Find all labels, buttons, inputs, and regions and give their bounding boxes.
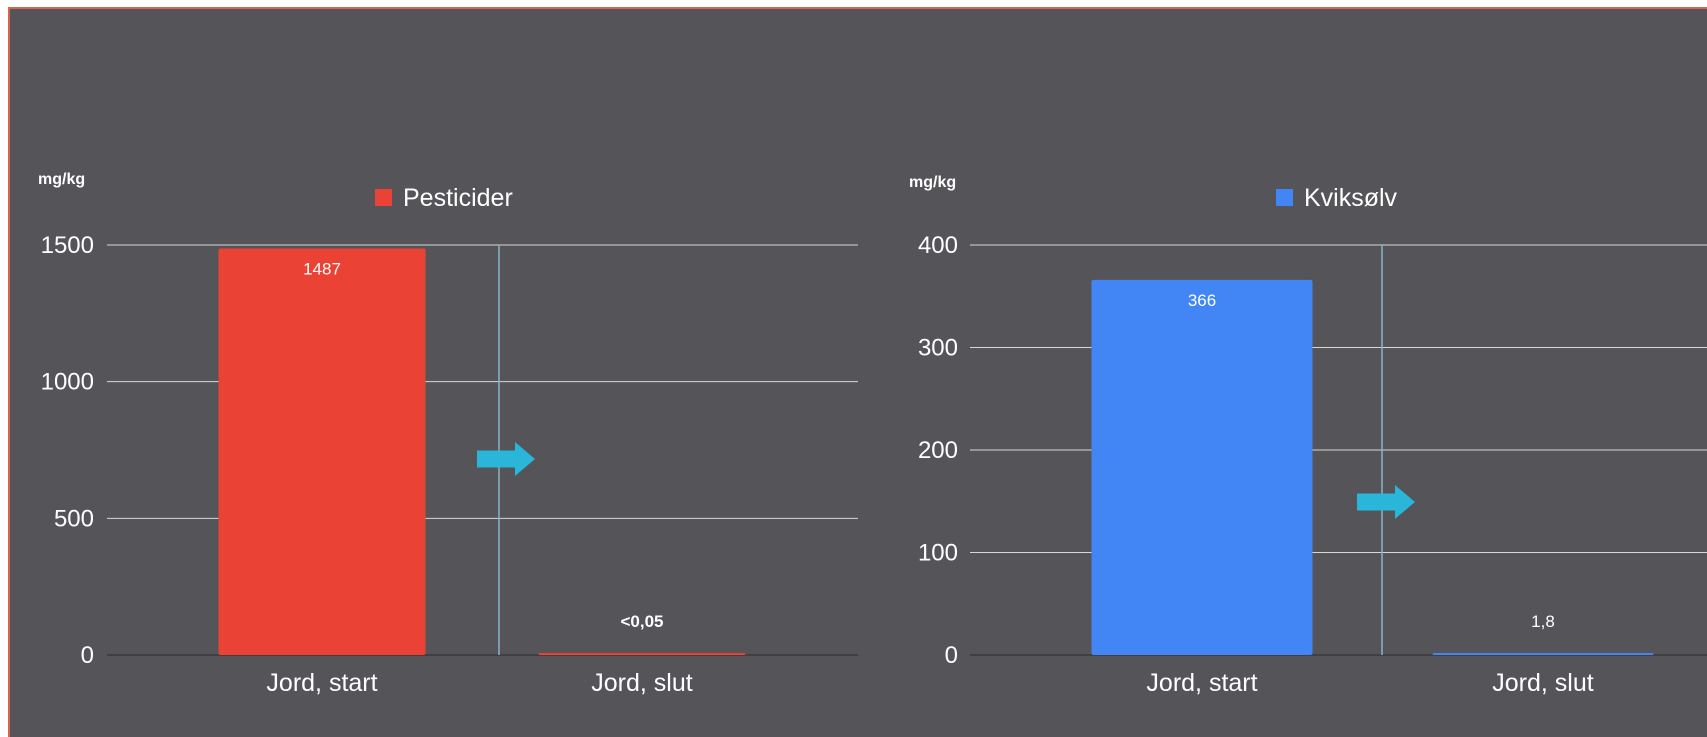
data-label: 366 [1188,291,1216,310]
y-tick-label: 200 [918,437,958,464]
y-tick-label: 0 [81,642,94,669]
legend-label: Pesticider [403,184,513,212]
y-unit-label: mg/kg [909,174,956,191]
x-category-label: Jord, slut [591,669,692,697]
y-tick-label: 1000 [41,369,94,396]
y-tick-label: 100 [918,540,958,567]
y-tick-label: 300 [918,335,958,362]
bar [1091,279,1313,655]
x-category-label: Jord, slut [1492,669,1593,697]
bar [1432,653,1654,655]
legend-swatch [1276,189,1293,206]
legend-swatch [375,189,392,206]
y-tick-label: 400 [918,232,958,259]
y-tick-label: 1500 [41,232,94,259]
y-tick-label: 0 [945,642,958,669]
bar [538,653,746,655]
bar [218,248,426,655]
pesticider-chart: 0 500 1000 1500 mg/kg Pesticider 1487 Jord, sta… [38,171,858,697]
kviksolv-chart: 0 100 200 300 400 mg/kg Kviksølv 366 Jord, start… [909,174,1707,697]
arrow-right-icon [1357,485,1415,519]
arrow-right-icon [477,442,535,476]
data-label: <0,05 [620,612,663,631]
y-unit-label: mg/kg [38,171,85,188]
legend-label: Kviksølv [1304,184,1398,212]
x-category-label: Jord, start [266,669,377,697]
data-label: 1,8 [1531,612,1555,631]
x-category-label: Jord, start [1146,669,1257,697]
data-label: 1487 [303,260,341,279]
y-tick-label: 500 [54,505,94,532]
